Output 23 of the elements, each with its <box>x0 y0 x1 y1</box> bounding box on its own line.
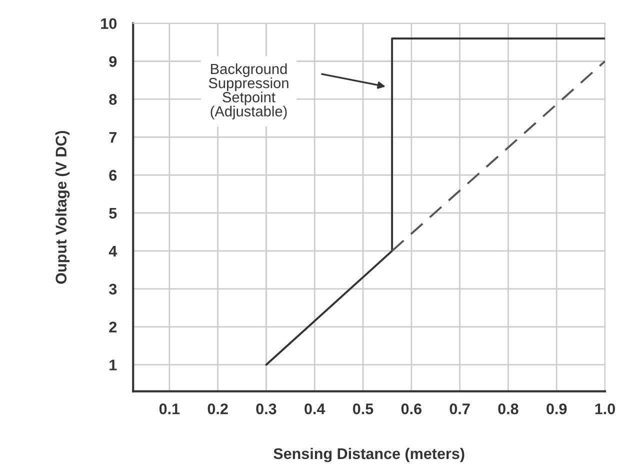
x-tick-label: 1.0 <box>595 403 615 414</box>
y-tick-label: 6 <box>109 170 117 181</box>
x-tick-label: 0.2 <box>208 403 228 414</box>
annotation: Background Suppression Setpoint (Adjustable) <box>208 63 288 120</box>
y-tick-label: 1 <box>110 360 117 370</box>
x-tick-label: 0.1 <box>159 403 180 414</box>
y-tick-label: 5 <box>109 208 117 219</box>
x-tick-label: 0.8 <box>498 403 518 414</box>
y-tick-label: 10 <box>101 18 117 30</box>
y-tick-label: 2 <box>109 322 117 332</box>
y-tick-label: 8 <box>109 94 117 105</box>
x-tick-label: 0.7 <box>450 403 470 414</box>
x-tick-label: 0.5 <box>353 403 374 414</box>
y-tick-label: 9 <box>109 56 117 67</box>
x-tick-label: 0.4 <box>304 403 326 414</box>
x-tick-label: 0.3 <box>256 403 276 414</box>
y-axis-title: Ouput Voltage (V DC) <box>55 130 70 284</box>
x-axis-title: Sensing Distance (meters) <box>274 448 464 462</box>
y-tick-label: 4 <box>108 246 118 256</box>
y-tick-label: 7 <box>109 132 116 143</box>
x-tick-label: 0.6 <box>401 403 422 414</box>
x-tick-label: 0.9 <box>546 403 567 414</box>
y-tick-label: 3 <box>109 284 117 295</box>
